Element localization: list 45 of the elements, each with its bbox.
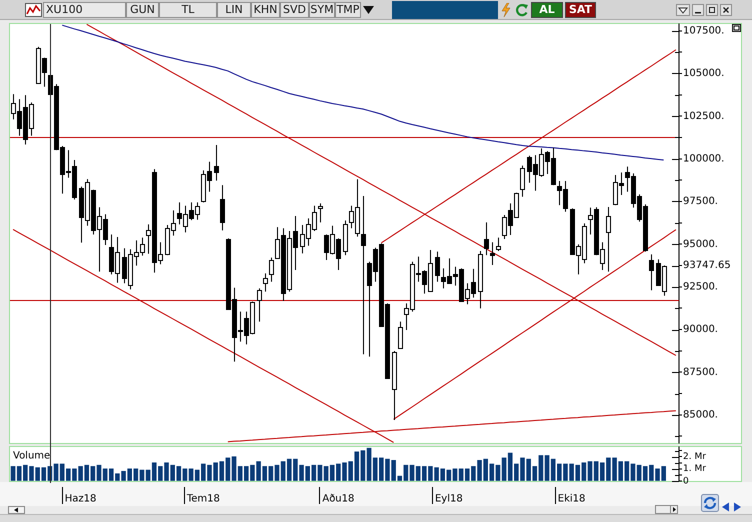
y-tick-label: 87500. [683,366,718,378]
chart-title: Volume [13,450,50,462]
y-tick-label: 0 [683,476,689,486]
candlestick [257,288,262,322]
chart-title: XU100 [43,2,126,18]
candlestick [269,257,274,282]
candlestick [263,272,268,292]
text: SAT [565,2,596,18]
y-tick-label: 92500. [683,281,718,292]
y-tick-label: 93747.65 [683,260,731,272]
x-tick-label: Haz18 [64,494,96,505]
y-tick-label: 102500. [683,110,724,122]
text: TL [159,2,217,18]
y-tick-label: 2. Mr [683,452,706,462]
text: GUN [126,2,159,18]
text: LIN [217,2,251,18]
x-tick-label: Eyl18 [434,494,463,505]
text: TMP [335,2,361,18]
candlestick [490,242,495,266]
text: SYM [309,2,335,18]
y-tick-label: 105000. [683,68,724,80]
candlestick [214,144,219,182]
y-tick-label: 1. Mr [683,464,706,474]
x-tick-label: Eki18 [558,494,586,505]
y-tick-label: 107500. [683,25,724,36]
candlestick [318,202,323,223]
candlestick [496,237,501,252]
y-tick-label: 90000. [683,324,718,336]
y-tick-label: 100000. [683,153,724,164]
candlestick [484,222,489,256]
text: SVD [280,2,309,18]
candlestick [398,321,403,349]
x-tick-label: Aðu18 [322,494,354,505]
y-tick-label: 85000. [683,409,718,420]
y-tick-label: 95000. [683,238,718,250]
candlestick [435,251,440,282]
text: KHN [251,2,280,18]
y-tick-label: 97500. [683,196,718,208]
candlestick [520,165,525,198]
candlestick [606,206,611,272]
candlestick [649,254,654,291]
text: AL [531,2,563,18]
x-tick-label: Tem18 [186,494,220,505]
candlestick [361,196,366,355]
candlestick [220,184,225,231]
